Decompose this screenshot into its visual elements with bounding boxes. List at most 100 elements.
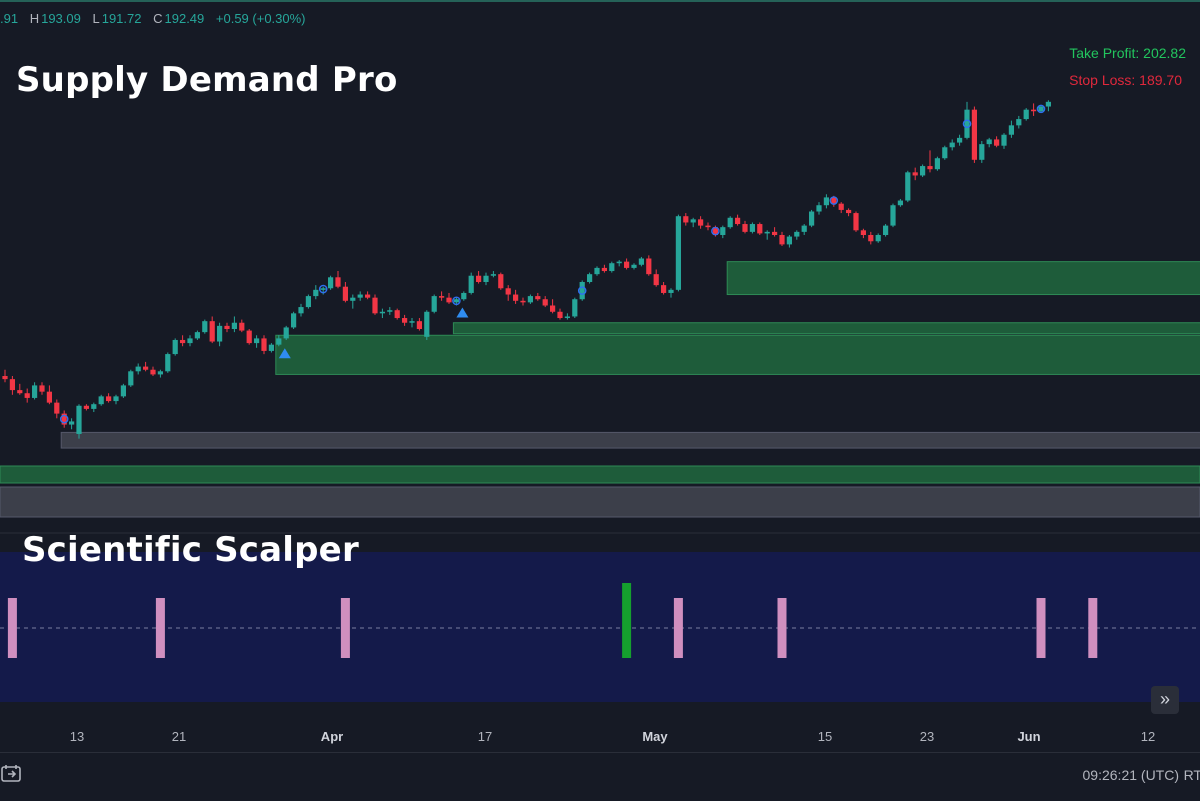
candle-body bbox=[490, 274, 496, 276]
candle-body bbox=[54, 402, 60, 414]
candle-body bbox=[631, 264, 637, 268]
candle-body bbox=[616, 261, 622, 264]
candle-body bbox=[638, 258, 644, 265]
scalper-bar bbox=[340, 598, 350, 658]
candle-body bbox=[720, 227, 726, 235]
candle-body bbox=[283, 327, 289, 339]
lower-demand-band bbox=[0, 465, 1200, 484]
candle-body bbox=[342, 286, 348, 301]
candle-body bbox=[394, 310, 400, 319]
candle-body bbox=[1045, 101, 1051, 107]
demand-zone-0 bbox=[726, 261, 1200, 296]
candle-body bbox=[527, 296, 533, 303]
candle-body bbox=[572, 299, 578, 317]
go-to-date-icon[interactable] bbox=[0, 763, 24, 790]
signal-circle bbox=[962, 119, 972, 129]
candle-body bbox=[564, 316, 570, 319]
ohlc-high-label: H bbox=[29, 11, 40, 26]
candle-body bbox=[1023, 109, 1029, 120]
take-profit-label: Take Profit: 202.82 bbox=[1069, 45, 1186, 61]
candle-body bbox=[409, 321, 415, 323]
candle-body bbox=[772, 231, 778, 235]
stop-loss-label: Stop Loss: 189.70 bbox=[1069, 72, 1182, 88]
candle-body bbox=[646, 258, 652, 275]
scalper-bar bbox=[673, 598, 683, 658]
scalper-bar bbox=[777, 598, 787, 658]
candle-body bbox=[291, 313, 297, 328]
candle-body bbox=[128, 371, 134, 386]
candle-body bbox=[24, 393, 30, 398]
signal-circle bbox=[829, 196, 839, 205]
candle-body bbox=[831, 197, 837, 204]
candle-body bbox=[535, 296, 541, 300]
candle-body bbox=[794, 231, 800, 237]
candle-body bbox=[890, 205, 896, 226]
candle-body bbox=[224, 325, 230, 329]
candle-body bbox=[957, 137, 963, 143]
candle-body bbox=[712, 227, 718, 235]
candle-body bbox=[668, 289, 674, 293]
candle-body bbox=[979, 144, 985, 160]
candle-body bbox=[91, 404, 97, 409]
time-axis[interactable]: 13 21 Apr 17 May 15 23 Jun 12 bbox=[0, 722, 1200, 752]
candle-body bbox=[601, 267, 607, 272]
time-axis-tick: Jun bbox=[1017, 729, 1041, 744]
candle-body bbox=[46, 391, 52, 403]
candle-body bbox=[61, 413, 67, 425]
candle-body bbox=[846, 209, 852, 214]
candle-body bbox=[994, 139, 1000, 146]
candle-body bbox=[268, 344, 274, 351]
candle-body bbox=[905, 172, 911, 201]
indicator-title-scalper: Scientific Scalper bbox=[22, 530, 359, 570]
candle-body bbox=[920, 166, 926, 176]
scalper-signal-bar bbox=[622, 583, 632, 658]
candle-body bbox=[505, 288, 511, 295]
candle-body bbox=[298, 307, 304, 314]
candle-body bbox=[883, 225, 889, 235]
candle-body bbox=[749, 224, 755, 232]
utc-clock[interactable]: 09:26:21 (UTC) bbox=[1082, 767, 1179, 783]
candle-body bbox=[934, 158, 940, 170]
ohlc-open-value: .91 bbox=[0, 11, 19, 26]
candle-body bbox=[39, 385, 45, 392]
candle-body bbox=[764, 231, 770, 234]
candle-body bbox=[520, 300, 526, 303]
candle-body bbox=[461, 292, 467, 300]
candle-body bbox=[246, 330, 252, 344]
candle-body bbox=[779, 235, 785, 245]
scroll-to-realtime-button[interactable]: » bbox=[1151, 686, 1179, 714]
candle-body bbox=[1016, 119, 1022, 126]
candle-body bbox=[416, 321, 422, 329]
candle-body bbox=[172, 339, 178, 355]
candle-body bbox=[187, 338, 193, 344]
candle-body bbox=[261, 338, 267, 351]
time-axis-tick: 15 bbox=[817, 729, 833, 744]
scalper-bar bbox=[1036, 598, 1046, 658]
candle-body bbox=[823, 197, 829, 206]
candle-body bbox=[446, 297, 452, 303]
time-axis-tick: 12 bbox=[1140, 729, 1156, 744]
candle-body bbox=[542, 299, 548, 306]
candle-body bbox=[209, 321, 215, 342]
candle-body bbox=[853, 213, 859, 231]
ohlc-change-value: +0.59 (+0.30%) bbox=[215, 11, 306, 26]
candle-body bbox=[32, 385, 38, 398]
candle-body bbox=[194, 332, 200, 339]
time-axis-tick: 23 bbox=[919, 729, 935, 744]
candle-body bbox=[971, 109, 977, 160]
candle-body bbox=[120, 385, 126, 397]
candle-body bbox=[313, 289, 319, 297]
signal-circle bbox=[1036, 104, 1046, 114]
candle-body bbox=[328, 277, 334, 289]
candle-body bbox=[809, 211, 815, 226]
candle-body bbox=[949, 142, 955, 148]
candle-body bbox=[476, 275, 482, 282]
candle-body bbox=[609, 263, 615, 272]
candle-body bbox=[180, 339, 186, 344]
candle-body bbox=[801, 225, 807, 232]
candle-body bbox=[1038, 106, 1044, 112]
scalper-bar bbox=[1088, 598, 1098, 658]
ohlc-close-label: C bbox=[153, 11, 163, 26]
